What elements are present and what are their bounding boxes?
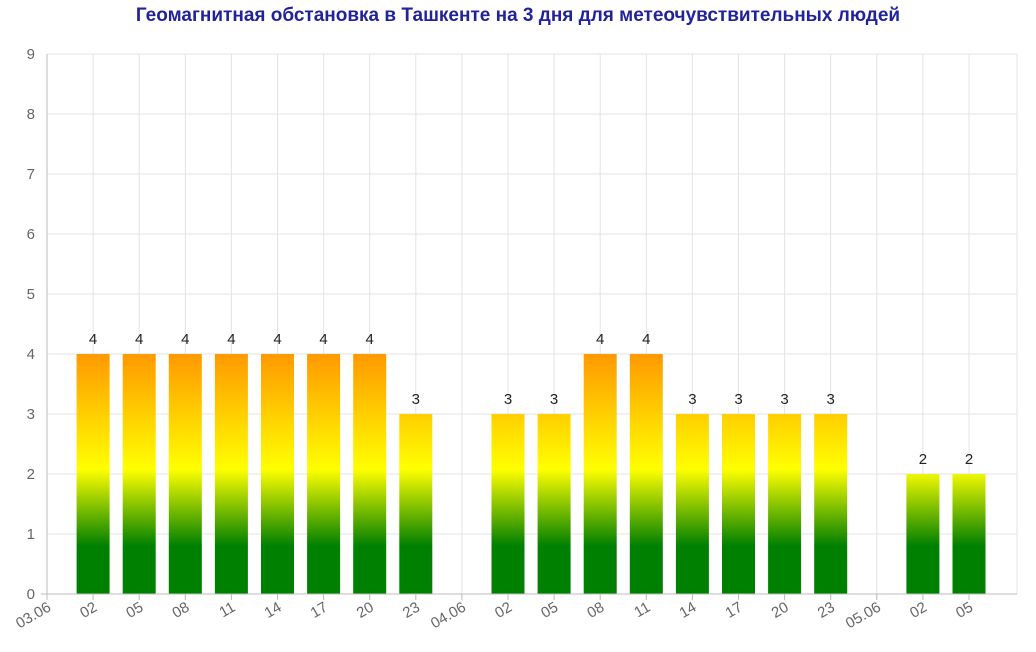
bar-value-label: 3 bbox=[827, 391, 835, 408]
bar bbox=[353, 354, 387, 594]
chart-title: Геомагнитная обстановка в Ташкенте на 3 … bbox=[135, 5, 901, 26]
x-tick-label: 11 bbox=[216, 599, 238, 622]
bar-value-label: 4 bbox=[135, 331, 143, 348]
bar bbox=[768, 414, 802, 594]
x-tick-label: 02 bbox=[492, 599, 515, 622]
bar-value-label: 2 bbox=[919, 451, 927, 468]
bar-value-label: 4 bbox=[89, 331, 97, 348]
bar-value-label: 3 bbox=[780, 391, 788, 408]
bar bbox=[583, 354, 617, 594]
y-tick-label: 0 bbox=[27, 586, 35, 603]
x-tick-label: 03.06 bbox=[13, 599, 54, 632]
bars bbox=[76, 354, 986, 594]
bar-value-label: 4 bbox=[319, 331, 327, 348]
x-tick-label: 14 bbox=[676, 599, 699, 622]
x-tick-label: 05 bbox=[953, 599, 976, 622]
data-labels: 4 4 4 4 4 4 4 3 3 3 4 4 3 3 3 3 2 2 bbox=[89, 331, 973, 468]
x-tick-label: 08 bbox=[169, 599, 192, 622]
bar bbox=[307, 354, 341, 594]
x-tick-label: 05 bbox=[123, 599, 146, 622]
y-tick-label: 1 bbox=[27, 526, 35, 543]
bar bbox=[168, 354, 202, 594]
y-tick-label: 3 bbox=[27, 406, 35, 423]
x-tick-label: 08 bbox=[584, 599, 607, 622]
bar-value-label: 3 bbox=[550, 391, 558, 408]
bar-value-label: 3 bbox=[688, 391, 696, 408]
x-tick-label: 17 bbox=[723, 599, 746, 622]
y-tick-label: 6 bbox=[27, 226, 35, 243]
bar bbox=[629, 354, 663, 594]
bar-value-label: 3 bbox=[734, 391, 742, 408]
x-tick-label: 20 bbox=[769, 599, 792, 622]
x-tick-label: 23 bbox=[815, 599, 838, 622]
bar-value-label: 4 bbox=[366, 331, 374, 348]
bar bbox=[122, 354, 156, 594]
bar-value-label: 4 bbox=[273, 331, 281, 348]
bar bbox=[214, 354, 248, 594]
bar-value-label: 4 bbox=[227, 331, 235, 348]
x-tick-label: 17 bbox=[308, 599, 331, 622]
bar bbox=[675, 414, 709, 594]
bar-value-label: 4 bbox=[181, 331, 189, 348]
bar-value-label: 3 bbox=[504, 391, 512, 408]
bar bbox=[537, 414, 571, 594]
bar-value-label: 4 bbox=[642, 331, 650, 348]
x-tick-label: 02 bbox=[907, 599, 930, 622]
y-tick-label: 4 bbox=[27, 346, 35, 363]
bar bbox=[906, 474, 940, 594]
bar bbox=[952, 474, 986, 594]
y-tick-label: 9 bbox=[27, 46, 35, 63]
bar-value-label: 3 bbox=[412, 391, 420, 408]
x-tick-label: 11 bbox=[631, 599, 653, 622]
x-tick-label: 05 bbox=[538, 599, 561, 622]
x-tick-label: 20 bbox=[354, 599, 377, 622]
y-tick-label: 2 bbox=[27, 466, 35, 483]
y-tick-label: 8 bbox=[27, 106, 35, 123]
bar-value-label: 2 bbox=[965, 451, 973, 468]
bar bbox=[491, 414, 525, 594]
bar-value-label: 4 bbox=[596, 331, 604, 348]
x-tick-label: 23 bbox=[400, 599, 423, 622]
x-tick-label: 02 bbox=[77, 599, 100, 622]
bar bbox=[722, 414, 755, 594]
x-tick-label: 05.06 bbox=[843, 599, 884, 632]
bar bbox=[76, 354, 110, 594]
x-tick-label: 14 bbox=[262, 599, 285, 622]
bar bbox=[814, 414, 848, 594]
bar bbox=[261, 354, 294, 594]
bar bbox=[399, 414, 433, 594]
y-tick-label: 5 bbox=[27, 286, 35, 303]
y-tick-label: 7 bbox=[27, 166, 35, 183]
x-tick-label: 04.06 bbox=[428, 599, 469, 632]
